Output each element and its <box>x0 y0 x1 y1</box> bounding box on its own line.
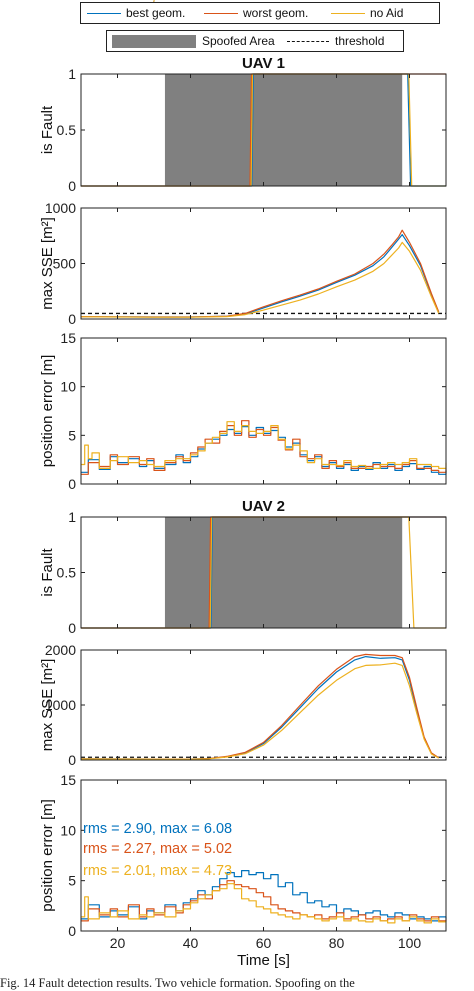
y-axis-label: max SSE [m²] <box>39 217 56 310</box>
y-tick-label: 15 <box>60 772 76 788</box>
y-tick-label: 1 <box>68 509 76 525</box>
y-tick-label: 15 <box>60 330 76 346</box>
panel-1: 0 0.5 1 UAV 1 is Fault <box>39 55 447 194</box>
panel-title: UAV 2 <box>242 498 285 515</box>
legend-label-spoofed-area: Spoofed Area <box>202 34 275 48</box>
rms-annotation: rms = 2.27, max = 5.02 <box>83 841 232 857</box>
legend-label-no-aid: no Aid <box>370 6 404 20</box>
y-axis-label: position error [m] <box>39 355 56 468</box>
x-tick-label: 20 <box>110 935 126 951</box>
rms-annotation: rms = 3.14, max = 6.66 <box>83 0 232 4</box>
spoofed-area-patch <box>164 517 403 628</box>
rms-annotation: rms = 2.96, max = 6.58 <box>83 0 232 4</box>
panel-6: 0 5 10 15 20 40 60 80 100 position error [m] Time … <box>39 772 447 969</box>
legend-item-no-aid: no Aid <box>331 3 403 23</box>
y-tick-label: 2000 <box>45 642 76 658</box>
series-line-no-aid <box>80 662 439 760</box>
series-line-no-aid <box>81 421 447 469</box>
y-tick-label: 5 <box>68 873 76 889</box>
x-axis-label: Time [s] <box>237 952 290 969</box>
y-tick-label: 0 <box>68 620 76 636</box>
legend-item-worst-geom: worst geom. <box>204 3 308 23</box>
x-tick-label: 100 <box>398 935 422 951</box>
plot-background <box>81 338 446 484</box>
y-axis-label: position error [m] <box>39 799 56 912</box>
series-line-no-aid <box>81 883 447 924</box>
legend-item-threshold: threshold <box>287 31 384 51</box>
y-tick-label: 500 <box>53 256 77 272</box>
legend-item-spoofed-area: Spoofed Area <box>112 31 275 51</box>
plot-background <box>81 208 446 319</box>
y-tick-label: 0 <box>68 178 76 194</box>
y-tick-label: 1000 <box>45 200 76 216</box>
y-tick-label: 1000 <box>45 697 76 713</box>
y-tick-label: 1 <box>68 66 76 82</box>
figure-caption: Fig. 14 Fault detection results. Two veh… <box>0 976 355 990</box>
legend-label-threshold: threshold <box>335 34 385 48</box>
y-tick-label: 5 <box>68 427 76 443</box>
y-tick-label: 0.5 <box>57 122 77 138</box>
legend-line-worst-geom <box>204 12 238 14</box>
legend-line-no-aid <box>331 12 365 14</box>
y-tick-label: 0 <box>68 311 76 327</box>
y-tick-label: 0 <box>68 752 76 768</box>
rms-annotation: rms = 2.90, max = 6.08 <box>83 821 232 837</box>
series-legend: best geom. worst geom. no Aid <box>80 2 440 24</box>
x-tick-label: 40 <box>183 935 199 951</box>
legend-label-worst-geom: worst geom. <box>243 6 309 20</box>
rms-annotation: rms = 2.89, max = 5.94 <box>83 0 232 4</box>
y-axis-label: is Fault <box>39 548 56 597</box>
y-tick-label: 0 <box>68 923 76 939</box>
panel-title: UAV 1 <box>242 55 285 72</box>
y-tick-label: 0 <box>68 476 76 492</box>
x-tick-label: 60 <box>256 935 272 951</box>
legend-label-best-geom: best geom. <box>126 6 186 20</box>
spoofed-area-patch <box>164 74 403 186</box>
x-tick-label: 80 <box>329 935 345 951</box>
legend-line-threshold <box>287 40 329 42</box>
panel-4: 0 0.5 1 UAV 2 is Fault <box>39 498 447 636</box>
legend-patch-spoofed-area <box>112 34 196 48</box>
y-tick-label: 0.5 <box>57 565 77 581</box>
y-tick-label: 10 <box>60 822 76 838</box>
area-legend: Spoofed Area threshold <box>106 30 404 52</box>
y-tick-label: 10 <box>60 379 76 395</box>
plot-background <box>81 780 446 931</box>
legend-line-best-geom <box>87 12 121 14</box>
legend-item-best-geom: best geom. <box>87 3 185 23</box>
rms-annotation: rms = 2.01, max = 4.73 <box>83 863 232 879</box>
series-line-no-aid <box>80 241 440 318</box>
y-axis-label: max SSE [m²] <box>39 659 56 752</box>
y-axis-label: is Fault <box>39 105 56 154</box>
